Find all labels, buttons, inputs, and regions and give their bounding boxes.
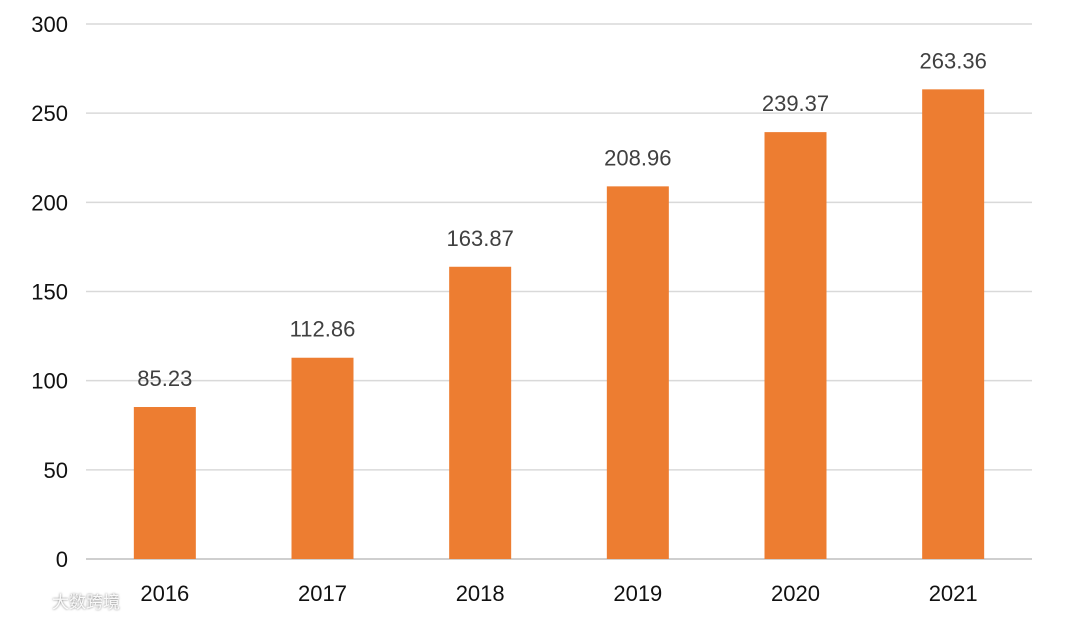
x-tick-label: 2021 [929,581,978,606]
y-axis-ticks: 0 50 100 150 200 250 300 [31,12,68,572]
bar [291,357,354,559]
y-tick-label: 0 [56,547,68,572]
y-tick-label: 100 [31,369,68,394]
bar [449,266,512,559]
y-tick-label: 250 [31,101,68,126]
bar-value-label: 85.23 [137,366,192,391]
bar [764,132,827,559]
bar-value-label: 112.86 [290,317,356,342]
x-axis-ticks: 2016 2017 2018 2019 2020 2021 [140,581,977,606]
data-labels: 85.23 112.86 163.87 208.96 239.37 263.36 [137,48,987,391]
bar-value-label: 208.96 [604,145,671,170]
bar-value-label: 239.37 [762,91,829,116]
watermark-logo-icon [11,593,41,607]
x-tick-label: 2016 [140,581,189,606]
bar [922,89,985,559]
y-tick-label: 300 [31,12,68,37]
watermark-text: 大数跨境 [52,593,120,613]
bar [133,407,196,559]
y-tick-label: 150 [31,280,68,305]
x-tick-label: 2020 [771,581,820,606]
y-tick-label: 50 [44,458,68,483]
bar [606,186,669,559]
grid-lines [86,23,1032,560]
x-tick-label: 2018 [456,581,505,606]
x-tick-label: 2019 [613,581,662,606]
bars [133,89,985,559]
watermark: 大数跨境 [10,588,120,613]
bar-value-label: 163.87 [447,226,514,251]
x-tick-label: 2017 [298,581,347,606]
y-tick-label: 200 [31,190,68,215]
bar-value-label: 263.36 [920,48,987,73]
